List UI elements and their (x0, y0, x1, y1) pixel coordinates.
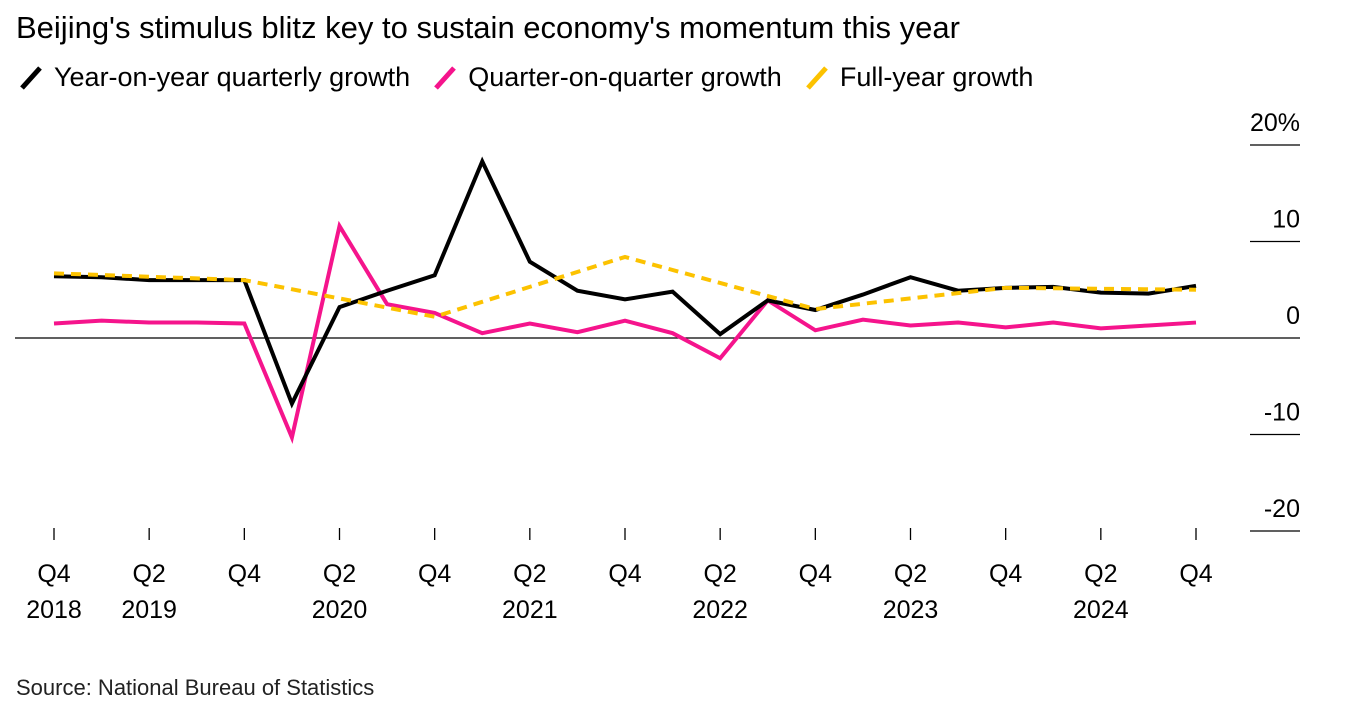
y-tick-label: -20 (1264, 495, 1300, 523)
y-tick-label: -10 (1264, 399, 1300, 427)
legend-label-yoy: Year-on-year quarterly growth (54, 62, 411, 92)
x-tick-label-quarter: Q4 (989, 560, 1022, 588)
legend: Year-on-year quarterly growth Quarter-on… (18, 62, 1033, 93)
x-tick-label-year: 2020 (312, 596, 368, 624)
x-tick-label-quarter: Q4 (228, 560, 261, 588)
x-tick-label-quarter: Q2 (513, 560, 546, 588)
legend-swatch-qoq (434, 65, 457, 90)
x-tick-label-quarter: Q4 (37, 560, 70, 588)
legend-item-fullyear: Full-year growth (804, 62, 1034, 93)
x-tick-label-quarter: Q2 (703, 560, 736, 588)
legend-swatch-fullyear (805, 65, 828, 90)
source-note: Source: National Bureau of Statistics (16, 675, 375, 700)
x-tick-label-year: 2019 (121, 596, 177, 624)
x-tick-label-year: 2023 (883, 596, 939, 624)
y-tick-label: 10 (1272, 206, 1300, 234)
x-tick-label-year: 2024 (1073, 596, 1129, 624)
x-tick-label-quarter: Q2 (132, 560, 165, 588)
legend-item-yoy: Year-on-year quarterly growth (18, 62, 410, 93)
x-tick-label-year: 2021 (502, 596, 558, 624)
legend-label-fullyear: Full-year growth (839, 62, 1034, 92)
x-tick-label-quarter: Q2 (1084, 560, 1117, 588)
x-tick-label-quarter: Q4 (608, 560, 641, 588)
y-tick-label: 0 (1286, 302, 1300, 330)
x-tick-label-year: 2022 (692, 596, 748, 624)
legend-label-qoq: Quarter-on-quarter growth (468, 62, 782, 92)
series-line-year-on-year-quarterly-growth (53, 156, 1197, 409)
x-tick-label-quarter: Q4 (799, 560, 832, 588)
x-tick-label-year: 2018 (26, 596, 82, 624)
series-line-full-year-growth (53, 254, 1197, 319)
x-tick-label-quarter: Q2 (323, 560, 356, 588)
x-tick-label-quarter: Q2 (894, 560, 927, 588)
chart-title: Beijing's stimulus blitz key to sustain … (16, 10, 960, 45)
legend-item-qoq: Quarter-on-quarter growth (432, 62, 782, 93)
legend-swatch-yoy (20, 65, 42, 90)
y-tick-label: 20% (1250, 109, 1300, 137)
x-tick-label-quarter: Q4 (1179, 560, 1212, 588)
x-tick-label-quarter: Q4 (418, 560, 451, 588)
